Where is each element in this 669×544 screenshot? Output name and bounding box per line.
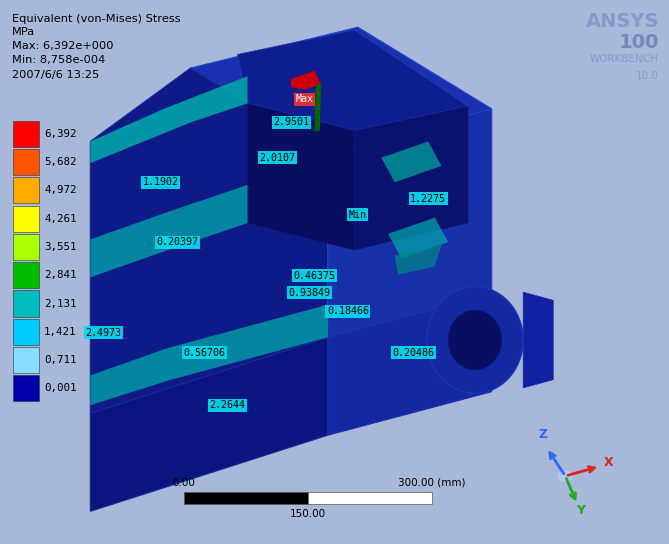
Text: 4,972: 4,972	[44, 186, 77, 195]
Bar	[13, 319, 39, 345]
Text: 300.00 (mm): 300.00 (mm)	[398, 478, 465, 488]
Text: 2,131: 2,131	[44, 299, 77, 308]
Polygon shape	[90, 305, 328, 405]
Bar	[184, 492, 308, 504]
Text: 0.46375: 0.46375	[294, 271, 335, 281]
Polygon shape	[314, 83, 321, 132]
Text: 2,841: 2,841	[44, 270, 77, 280]
Text: 1,421: 1,421	[44, 327, 77, 337]
Text: 1.2275: 1.2275	[410, 194, 446, 203]
Text: WORKBENCH: WORKBENCH	[590, 54, 659, 64]
Text: 0.93849: 0.93849	[288, 288, 330, 298]
Bar	[13, 206, 39, 232]
Text: Min: Min	[349, 210, 367, 220]
Text: 0.20397: 0.20397	[157, 237, 198, 247]
Bar	[13, 177, 39, 203]
Text: 0,001: 0,001	[44, 384, 77, 393]
Text: 100: 100	[619, 33, 659, 52]
Text: ANSYS: ANSYS	[585, 12, 659, 31]
Polygon shape	[291, 71, 321, 90]
Text: X: X	[603, 456, 613, 469]
Bar	[13, 347, 39, 373]
Text: 150.00: 150.00	[290, 509, 326, 518]
Bar	[13, 121, 39, 147]
Text: Y: Y	[576, 504, 585, 517]
Text: 2.2644: 2.2644	[209, 400, 246, 410]
Bar	[308, 492, 432, 504]
Polygon shape	[427, 287, 523, 393]
Text: Max: 6,392e+000: Max: 6,392e+000	[12, 41, 114, 51]
Text: Z: Z	[539, 428, 548, 441]
Bar	[13, 234, 39, 260]
Text: 3,551: 3,551	[44, 242, 77, 252]
Text: 0.00: 0.00	[173, 478, 195, 488]
Text: Max: Max	[296, 94, 313, 104]
Text: Min: 8,758e-004: Min: 8,758e-004	[12, 55, 105, 65]
Text: 10.0: 10.0	[636, 71, 659, 81]
Bar	[13, 375, 39, 401]
Text: 0.20486: 0.20486	[393, 348, 434, 357]
Text: 5,682: 5,682	[44, 157, 77, 167]
Text: 2007/6/6 13:25: 2007/6/6 13:25	[12, 70, 99, 79]
Text: 4,261: 4,261	[44, 214, 77, 224]
Polygon shape	[191, 27, 492, 152]
Polygon shape	[90, 337, 328, 511]
Polygon shape	[90, 76, 248, 163]
Text: 0.18466: 0.18466	[327, 306, 369, 316]
Text: 2.9501: 2.9501	[273, 118, 309, 127]
Polygon shape	[328, 294, 492, 435]
Text: 2.4973: 2.4973	[86, 328, 122, 338]
Polygon shape	[523, 292, 553, 388]
Polygon shape	[328, 109, 492, 337]
Text: 1.1902: 1.1902	[142, 177, 179, 187]
Circle shape	[559, 471, 572, 481]
Text: Equivalent (von-Mises) Stress: Equivalent (von-Mises) Stress	[12, 14, 181, 23]
Polygon shape	[381, 141, 442, 182]
Text: MPa: MPa	[12, 27, 35, 37]
Text: 2.0107: 2.0107	[260, 153, 296, 163]
Polygon shape	[448, 310, 502, 370]
Polygon shape	[248, 103, 355, 250]
Polygon shape	[90, 68, 328, 413]
Polygon shape	[395, 245, 442, 275]
Bar	[13, 149, 39, 175]
Bar	[13, 262, 39, 288]
Polygon shape	[237, 30, 468, 131]
Polygon shape	[90, 185, 248, 277]
Polygon shape	[388, 218, 448, 258]
Polygon shape	[355, 106, 468, 250]
Bar	[10, 144, 86, 432]
Text: 0,711: 0,711	[44, 355, 77, 365]
Text: 6,392: 6,392	[44, 129, 77, 139]
Bar	[13, 290, 39, 317]
Text: 0.56706: 0.56706	[183, 348, 225, 357]
